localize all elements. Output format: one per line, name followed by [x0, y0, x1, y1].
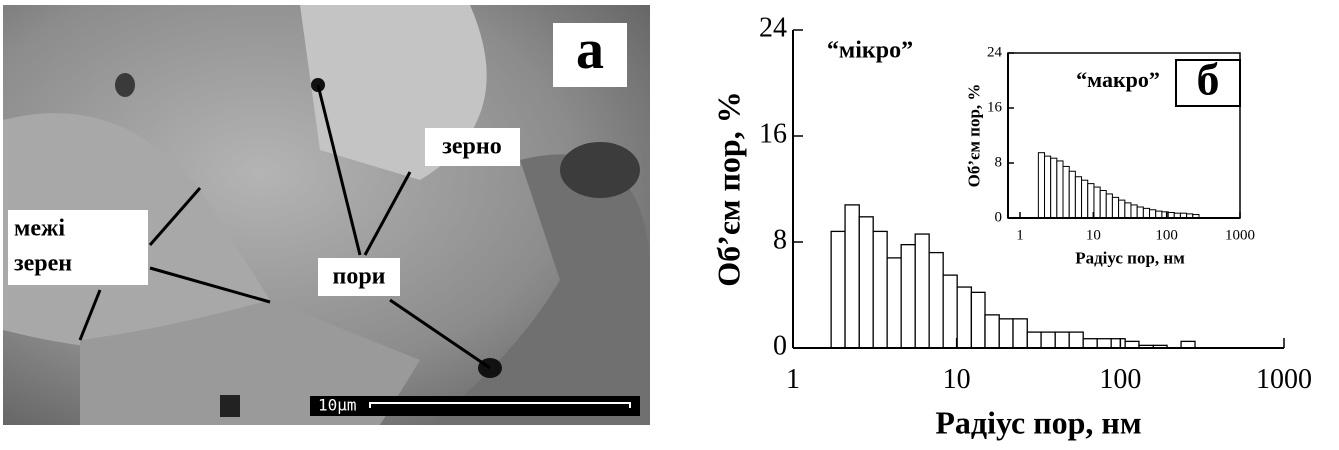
bar [1069, 171, 1075, 218]
bar [971, 292, 985, 348]
x-tick-label: 100 [1155, 227, 1178, 243]
bar [929, 253, 943, 348]
x-tick-label: 1 [786, 364, 800, 395]
x-tick-label: 1000 [1225, 227, 1255, 243]
pore [220, 395, 240, 417]
bar [1125, 203, 1131, 218]
bar [1094, 187, 1100, 218]
y-tick-label: 24 [987, 44, 1003, 60]
bar [1137, 207, 1143, 218]
bar [845, 205, 859, 348]
y-tick-label: 0 [773, 330, 787, 361]
grain-label: зерно [442, 134, 501, 160]
bar [1097, 339, 1111, 348]
bar [859, 217, 873, 348]
bar [1013, 319, 1027, 348]
x-axis-title: Радіус пор, нм [1075, 249, 1185, 268]
bar [1156, 211, 1162, 218]
y-tick-label: 16 [987, 99, 1003, 115]
panel-label: б [1197, 54, 1220, 105]
bar [957, 287, 971, 348]
pore [560, 142, 640, 198]
bar [1051, 158, 1057, 218]
bar [1083, 339, 1097, 348]
bar [1057, 161, 1063, 218]
y-tick-label: 16 [759, 118, 787, 149]
bar [943, 275, 957, 348]
bar [1069, 332, 1083, 348]
pores-label: пори [332, 264, 385, 290]
x-tick-label: 10 [1086, 227, 1101, 243]
bar [1041, 332, 1055, 348]
y-tick-label: 24 [759, 12, 787, 43]
bar [1082, 180, 1088, 218]
y-tick-label: 8 [995, 154, 1003, 170]
y-tick-label: 0 [995, 209, 1003, 225]
pore [115, 73, 135, 97]
x-tick-label: 1000 [1256, 364, 1312, 395]
x-tick-label: 10 [943, 364, 971, 395]
bar [1045, 156, 1051, 218]
boundary-label: межі [14, 216, 65, 242]
bar [915, 234, 929, 348]
scale-bar-bg [310, 396, 640, 416]
x-tick-label: 1 [1016, 227, 1024, 243]
bar [1106, 194, 1112, 218]
bar [831, 231, 845, 348]
annotation: “мікро” [827, 38, 913, 64]
y-tick-label: 8 [773, 224, 787, 255]
bar [1063, 166, 1069, 218]
x-axis-title: Радіус пор, нм [935, 405, 1141, 441]
bar [1150, 210, 1156, 218]
bar [1027, 332, 1041, 348]
bar [1055, 332, 1069, 348]
bar [1111, 339, 1125, 348]
sem-image: а зерно межі зерен пори 10μm [3, 5, 650, 425]
bar [1143, 208, 1149, 218]
figure: а зерно межі зерен пори 10μm 08162411010… [0, 0, 1339, 450]
bar [985, 315, 999, 348]
y-axis-title: Об’єм пор, % [711, 91, 747, 286]
bar [1075, 177, 1081, 218]
boundary-label: зерен [14, 251, 72, 277]
bar [1038, 153, 1044, 218]
bar [1119, 200, 1125, 218]
bar [901, 245, 915, 348]
bar [1112, 197, 1118, 218]
bar [999, 319, 1013, 348]
bar [1100, 191, 1106, 219]
x-tick-label: 100 [1099, 364, 1141, 395]
bar [1131, 205, 1137, 218]
bar [887, 258, 901, 348]
scale-bar-label: 10μm [318, 396, 357, 415]
panel-label: а [576, 19, 604, 81]
y-axis-title: Об’єм пор, % [964, 84, 983, 188]
page: {"image_panel": {"panel_label": "а", "gr… [0, 0, 1339, 450]
bar [873, 231, 887, 348]
annotation: “макро” [1076, 67, 1160, 92]
